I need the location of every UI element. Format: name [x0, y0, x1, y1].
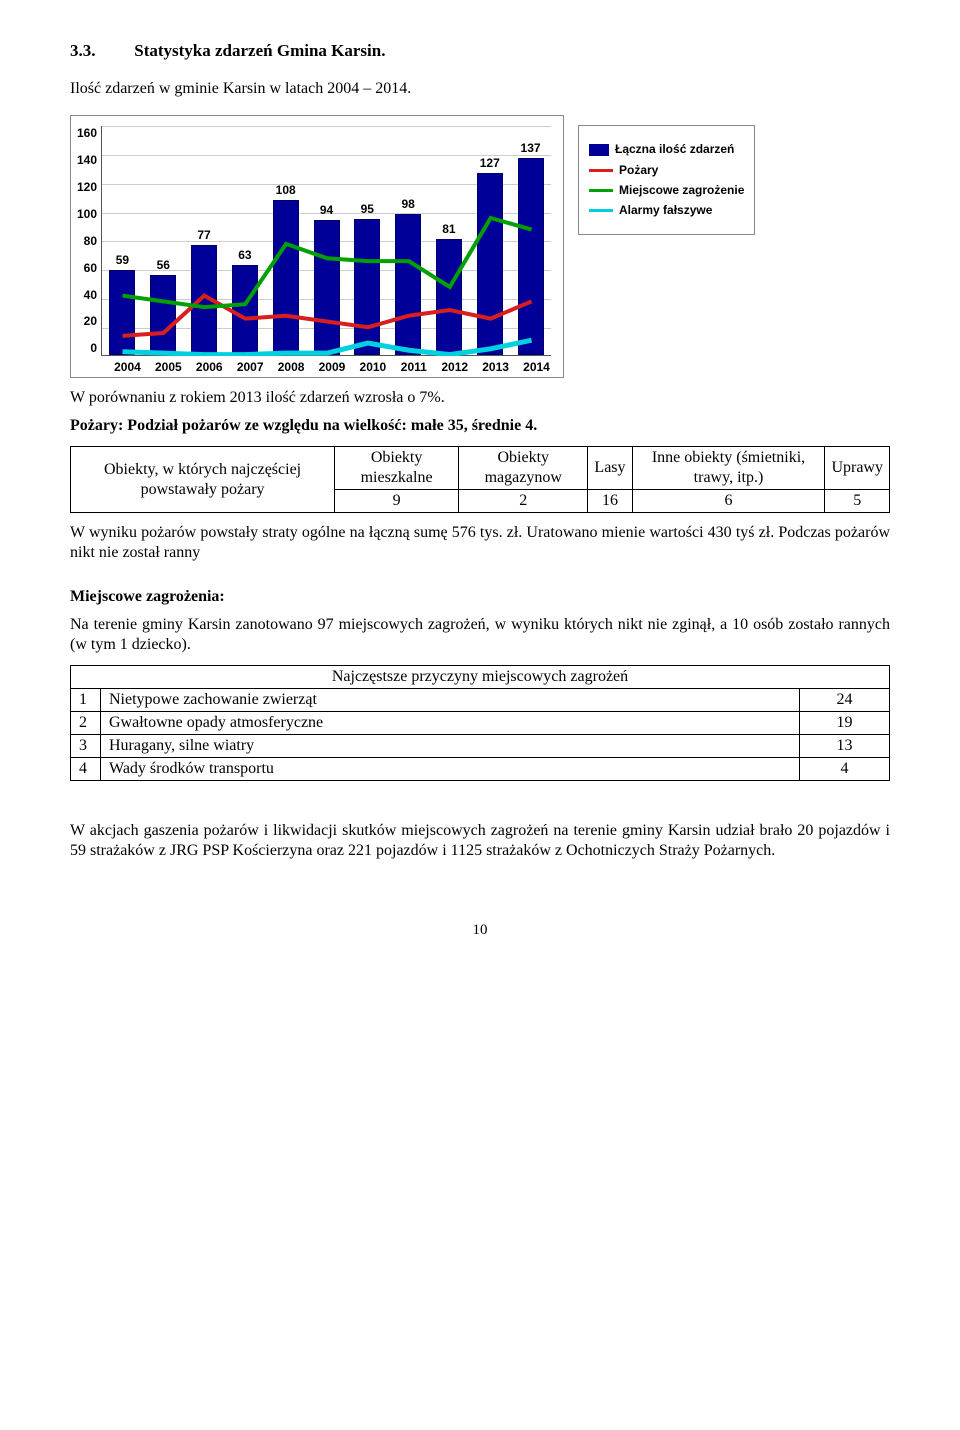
x-tick: 2009: [312, 356, 353, 375]
fires-breakdown-bold: Pożary: Podział pożarów ze względu na wi…: [70, 417, 537, 434]
legend-label: Pożary: [619, 163, 658, 177]
chart-x-axis: 2004200520062007200820092010201120122013…: [107, 356, 557, 375]
intro-text: Ilość zdarzeń w gminie Karsin w latach 2…: [70, 79, 890, 99]
table-cell: 2: [71, 712, 101, 735]
table-row: 3Huragany, silne wiatry13: [71, 735, 890, 758]
chart-box: 160 140 120 100 80 60 40 20 0 595677631089495988…: [70, 115, 564, 378]
chart-y-axis: 160 140 120 100 80 60 40 20 0: [77, 126, 101, 356]
table-header: Inne obiekty (śmietniki, trawy, itp.): [632, 447, 825, 490]
table-cell: 6: [632, 490, 825, 513]
legend-swatch-pozary: [589, 169, 613, 172]
legend-swatch-miejscowe: [589, 189, 613, 192]
x-tick: 2008: [271, 356, 312, 375]
table-cell: 16: [588, 490, 632, 513]
legend-item-alarmy: Alarmy fałszywe: [589, 203, 744, 217]
y-tick: 0: [90, 341, 97, 356]
x-tick: 2006: [189, 356, 230, 375]
x-tick: 2014: [516, 356, 557, 375]
table-header: Uprawy: [825, 447, 890, 490]
table-row: 1Nietypowe zachowanie zwierząt24: [71, 689, 890, 712]
fires-breakdown-text: Pożary: Podział pożarów ze względu na wi…: [70, 416, 890, 436]
table-cell: 5: [825, 490, 890, 513]
section-heading: 3.3. Statystyka zdarzeń Gmina Karsin.: [70, 40, 890, 61]
legend-swatch-alarmy: [589, 209, 613, 212]
chart-line: [122, 296, 531, 336]
table-cell: 1: [71, 689, 101, 712]
section-title: Statystyka zdarzeń Gmina Karsin.: [134, 41, 385, 60]
x-tick: 2013: [475, 356, 516, 375]
table-cell: 13: [800, 735, 890, 758]
x-tick: 2007: [230, 356, 271, 375]
x-tick: 2011: [393, 356, 434, 375]
fire-losses-text: W wyniku pożarów powstały straty ogólne …: [70, 523, 890, 563]
x-tick: 2004: [107, 356, 148, 375]
table-cell: 4: [800, 758, 890, 781]
y-tick: 80: [84, 234, 97, 249]
table-cell: 9: [335, 490, 459, 513]
y-tick: 120: [77, 180, 97, 195]
y-tick: 160: [77, 126, 97, 141]
chart-lines: [102, 126, 552, 356]
table-cell: 19: [800, 712, 890, 735]
x-tick: 2010: [352, 356, 393, 375]
hazards-title: Miejscowe zagrożenia:: [70, 587, 890, 607]
y-tick: 60: [84, 261, 97, 276]
closing-paragraph: W akcjach gaszenia pożarów i likwidacji …: [70, 821, 890, 861]
section-number: 3.3.: [70, 40, 130, 61]
legend-label: Łączna ilość zdarzeń: [615, 142, 734, 156]
legend-label: Miejscowe zagrożenie: [619, 183, 744, 197]
fires-table: Obiekty, w których najczęściej powstawał…: [70, 446, 890, 513]
table-cell: 4: [71, 758, 101, 781]
chart-plot: 5956776310894959881127137: [101, 126, 551, 356]
y-tick: 20: [84, 314, 97, 329]
causes-title: Najczęstsze przyczyny miejscowych zagroż…: [71, 666, 890, 689]
hazards-text: Na terenie gminy Karsin zanotowano 97 mi…: [70, 615, 890, 655]
table-header: Obiekty magazynow: [459, 447, 588, 490]
causes-table: Najczęstsze przyczyny miejscowych zagroż…: [70, 665, 890, 781]
legend-item-miejscowe: Miejscowe zagrożenie: [589, 183, 744, 197]
page-number: 10: [70, 921, 890, 940]
chart-legend: Łączna ilość zdarzeń Pożary Miejscowe za…: [578, 125, 755, 235]
chart-line: [122, 218, 531, 307]
x-tick: 2005: [148, 356, 189, 375]
hazards-title-bold: Miejscowe zagrożenia:: [70, 588, 225, 605]
table-cell: Wady środków transportu: [101, 758, 800, 781]
table-cell: Huragany, silne wiatry: [101, 735, 800, 758]
y-tick: 140: [77, 153, 97, 168]
table-header: Lasy: [588, 447, 632, 490]
table-header: Obiekty mieszkalne: [335, 447, 459, 490]
table-row: 2Gwałtowne opady atmosferyczne19: [71, 712, 890, 735]
chart-container: 160 140 120 100 80 60 40 20 0 595677631089495988…: [70, 115, 890, 378]
x-tick: 2012: [434, 356, 475, 375]
legend-swatch-total: [589, 144, 609, 156]
table-cell: 24: [800, 689, 890, 712]
chart-line: [122, 340, 531, 354]
table-cell: 3: [71, 735, 101, 758]
legend-label: Alarmy fałszywe: [619, 203, 712, 217]
legend-item-pozary: Pożary: [589, 163, 744, 177]
legend-item-total: Łączna ilość zdarzeń: [589, 142, 744, 156]
table-header: Obiekty, w których najczęściej powstawał…: [71, 447, 335, 513]
y-tick: 100: [77, 207, 97, 222]
table-cell: 2: [459, 490, 588, 513]
table-cell: Nietypowe zachowanie zwierząt: [101, 689, 800, 712]
y-tick: 40: [84, 288, 97, 303]
table-cell: Gwałtowne opady atmosferyczne: [101, 712, 800, 735]
comparison-text: W porównaniu z rokiem 2013 ilość zdarzeń…: [70, 388, 890, 408]
table-row: 4Wady środków transportu4: [71, 758, 890, 781]
